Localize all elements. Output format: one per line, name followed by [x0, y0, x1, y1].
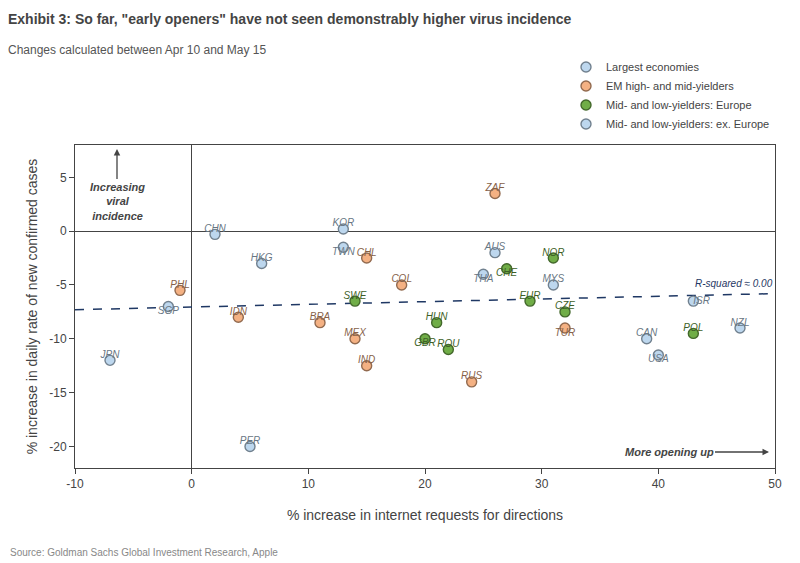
svg-text:SGP: SGP	[158, 305, 179, 316]
svg-text:MYS: MYS	[542, 273, 564, 284]
svg-text:HKG: HKG	[251, 252, 273, 263]
svg-text:CAN: CAN	[636, 327, 658, 338]
svg-text:PHL: PHL	[170, 279, 189, 290]
svg-text:GBR: GBR	[414, 337, 436, 348]
svg-text:-15: -15	[49, 386, 67, 400]
svg-text:ZAF: ZAF	[485, 182, 506, 193]
svg-text:NZL: NZL	[731, 317, 750, 328]
svg-text:BRA: BRA	[310, 311, 331, 322]
svg-text:-20: -20	[49, 440, 67, 454]
svg-text:RUS: RUS	[461, 370, 482, 381]
svg-text:Increasingviralincidence: Increasingviralincidence	[90, 181, 145, 222]
svg-text:-10: -10	[66, 477, 84, 491]
svg-text:Exhibit 3: So far, "early open: Exhibit 3: So far, "early openers" have …	[8, 11, 572, 27]
svg-text:10: 10	[302, 477, 316, 491]
svg-text:ROU: ROU	[437, 338, 460, 349]
svg-text:Source: Goldman Sachs Global I: Source: Goldman Sachs Global Investment …	[10, 547, 278, 558]
svg-text:0: 0	[188, 477, 195, 491]
svg-text:20: 20	[418, 477, 432, 491]
svg-text:50: 50	[768, 477, 782, 491]
svg-text:THA: THA	[473, 273, 493, 284]
svg-text:IDN: IDN	[230, 306, 248, 317]
svg-text:-5: -5	[56, 278, 67, 292]
svg-text:MEX: MEX	[344, 327, 366, 338]
svg-text:EUR: EUR	[519, 290, 540, 301]
svg-text:JPN: JPN	[100, 349, 121, 360]
svg-text:-10: -10	[49, 332, 67, 346]
svg-text:40: 40	[652, 477, 666, 491]
svg-text:0: 0	[60, 224, 67, 238]
svg-text:POL: POL	[683, 322, 703, 333]
svg-text:KOR: KOR	[332, 217, 354, 228]
svg-text:USA: USA	[648, 353, 669, 364]
svg-text:30: 30	[535, 477, 549, 491]
svg-text:ISR: ISR	[693, 295, 710, 306]
svg-text:% increase in daily rate of ne: % increase in daily rate of new confirme…	[24, 159, 40, 455]
svg-text:CHL: CHL	[357, 247, 377, 258]
svg-text:Changes calculated between Apr: Changes calculated between Apr 10 and Ma…	[8, 43, 267, 57]
svg-text:SWE: SWE	[344, 290, 367, 301]
svg-text:Mid- and low-yielders: Europe: Mid- and low-yielders: Europe	[606, 99, 752, 111]
svg-text:PER: PER	[240, 435, 261, 446]
svg-text:Largest economies: Largest economies	[606, 61, 699, 73]
svg-text:% increase in internet request: % increase in internet requests for dire…	[287, 507, 563, 523]
svg-text:IND: IND	[358, 354, 375, 365]
svg-text:CHE: CHE	[496, 267, 517, 278]
svg-text:HUN: HUN	[426, 311, 448, 322]
svg-text:TUR: TUR	[555, 327, 576, 338]
svg-text:TWN: TWN	[332, 246, 356, 257]
svg-text:EM high- and mid-yielders: EM high- and mid-yielders	[606, 80, 734, 92]
svg-text:CZE: CZE	[555, 300, 575, 311]
svg-text:R-squared ≈ 0.00: R-squared ≈ 0.00	[695, 278, 773, 289]
svg-text:COL: COL	[391, 273, 412, 284]
svg-text:NOR: NOR	[542, 247, 564, 258]
svg-text:CHN: CHN	[204, 223, 226, 234]
svg-text:5: 5	[60, 171, 67, 185]
svg-text:More opening up: More opening up	[625, 446, 714, 458]
svg-text:AUS: AUS	[484, 241, 506, 252]
svg-text:Mid- and low-yielders: ex. Eur: Mid- and low-yielders: ex. Europe	[606, 118, 769, 130]
